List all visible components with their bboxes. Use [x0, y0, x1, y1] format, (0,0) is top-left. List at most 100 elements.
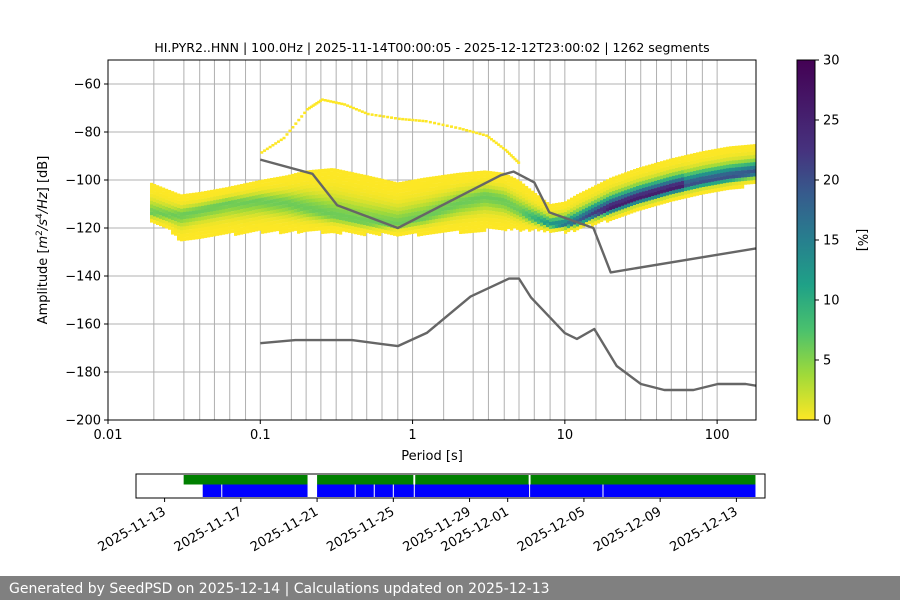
psd-cell: [690, 186, 694, 190]
psd-cell: [351, 200, 355, 205]
psd-cell: [378, 210, 382, 215]
psd-cell: [180, 194, 184, 199]
psd-cell: [318, 198, 322, 202]
psd-cell: [411, 201, 415, 206]
psd-cell: [162, 223, 166, 228]
psd-cell: [450, 184, 454, 189]
psd-cell: [447, 224, 451, 229]
psd-cell: [450, 224, 454, 228]
psd-cell: [462, 204, 466, 209]
psd-cell: [261, 190, 265, 195]
psd-cell: [495, 179, 499, 183]
psd-cell: [603, 184, 607, 189]
psd-cell: [753, 151, 756, 156]
psd-cell: [480, 228, 484, 233]
psd-cell: [297, 222, 301, 227]
psd-cell: [345, 221, 349, 226]
psd-cell: [270, 185, 274, 189]
psd-cell: [600, 214, 604, 219]
psd-cell: [354, 219, 358, 224]
psd-cell: [729, 157, 733, 161]
psd-cell: [276, 184, 280, 188]
psd-cell: [309, 224, 313, 228]
psd-cell: [189, 221, 193, 226]
psd-cell: [711, 188, 715, 193]
psd-cell: [477, 192, 481, 197]
psd-cell: [750, 158, 754, 163]
psd-cell: [348, 218, 352, 223]
psd-cell: [474, 210, 478, 215]
psd-cell: [204, 223, 208, 228]
psd-cell: [627, 178, 631, 183]
psd-cell: [165, 192, 169, 197]
psd-cell: [261, 183, 265, 188]
psd-cell: [327, 182, 331, 187]
availability-segment-blue-0: [202, 484, 308, 497]
psd-cell: [237, 231, 241, 236]
psd-cell: [174, 213, 178, 218]
psd-cell: [429, 194, 433, 199]
psd-cell: [750, 176, 754, 181]
psd-cell: [477, 181, 481, 186]
psd-cell: [690, 164, 694, 169]
psd-cell: [312, 187, 316, 192]
psd-cell: [594, 192, 598, 197]
psd-cell: [687, 168, 691, 173]
psd-cell: [693, 171, 697, 175]
psd-cell: [699, 158, 703, 163]
psd-cell: [369, 194, 373, 198]
psd-cell: [372, 223, 376, 228]
psd-cell: [438, 193, 442, 198]
psd-cell: [561, 205, 565, 210]
psd-cell: [297, 204, 301, 209]
psd-cell: [408, 223, 412, 228]
psd-cell: [498, 183, 502, 187]
psd-cell: [504, 205, 508, 210]
psd-cell: [513, 181, 517, 186]
psd-cell: [660, 186, 664, 191]
psd-cell: [285, 211, 289, 216]
psd-cell: [327, 186, 331, 191]
psd-cell: [171, 201, 175, 206]
psd-cell: [411, 226, 415, 231]
psd-cell: [231, 225, 235, 230]
psd-cell: [336, 222, 340, 227]
psd-cell: [600, 211, 604, 215]
psd-cell: [438, 211, 442, 216]
psd-cell: [627, 200, 631, 204]
psd-cell: [207, 233, 211, 238]
psd-cell: [456, 216, 460, 220]
psd-cell: [702, 154, 706, 159]
psd-cell: [699, 166, 703, 170]
psd-cell: [594, 203, 598, 208]
psd-cell: [591, 186, 595, 191]
psd-cell: [426, 213, 430, 217]
psd-cell: [300, 178, 304, 183]
psd-cell: [603, 180, 607, 185]
psd-cell: [465, 229, 469, 234]
psd-cell: [708, 171, 712, 176]
psd-cell: [384, 186, 388, 191]
psd-cell: [438, 186, 442, 191]
psd-cell: [408, 180, 412, 185]
psd-cell: [399, 185, 403, 190]
psd-cell: [246, 222, 250, 227]
psd-cell: [204, 226, 208, 231]
psd-cell: [234, 188, 238, 193]
psd-cell: [459, 226, 463, 231]
psd-cell: [657, 201, 661, 206]
psd-cell: [255, 209, 259, 214]
psd-cell: [399, 228, 403, 233]
timeline-tick-label-6: 2025-12-05: [515, 504, 588, 555]
psd-cell: [420, 203, 424, 208]
psd-cell: [465, 182, 469, 187]
psd-cell: [327, 211, 331, 216]
psd-cell: [669, 165, 673, 170]
psd-cell: [375, 184, 379, 189]
psd-cell: [231, 185, 235, 190]
psd-cell: [666, 173, 670, 178]
psd-cell: [207, 222, 211, 227]
psd-cell: [468, 200, 472, 205]
psd-cell: [351, 179, 355, 184]
psd-cell: [372, 209, 376, 213]
